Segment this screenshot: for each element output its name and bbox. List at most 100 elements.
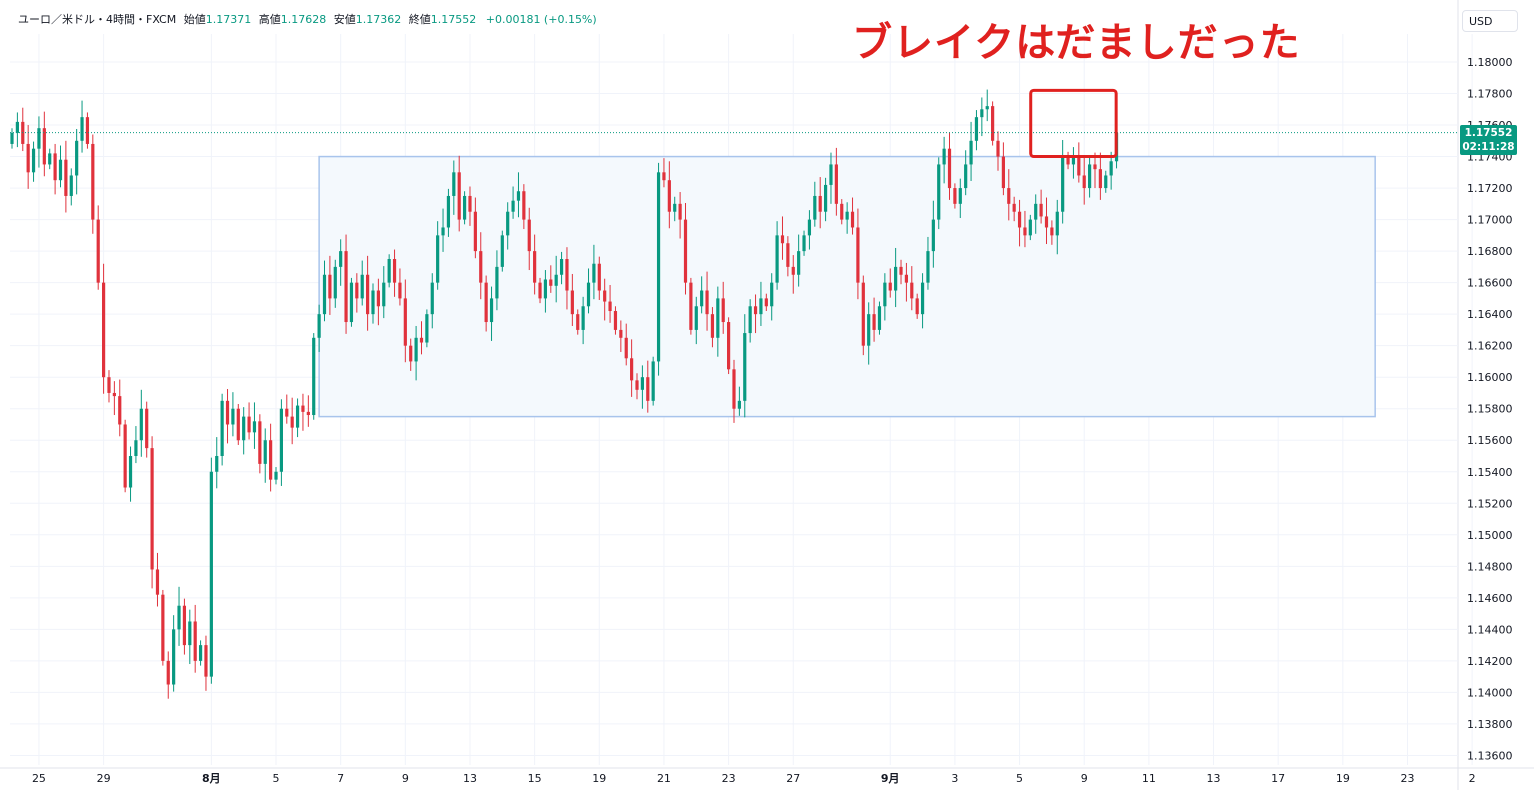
range-box — [318, 155, 1376, 418]
candle — [705, 271, 709, 331]
candle-body — [780, 235, 785, 244]
candle — [1001, 142, 1005, 196]
candle — [247, 402, 251, 440]
candle-body — [1082, 175, 1086, 189]
candle — [31, 141, 36, 182]
candle-body — [953, 188, 957, 204]
y-tick-label: 1.16200 — [1467, 340, 1513, 353]
low-value: 1.17362 — [355, 13, 402, 26]
candle — [279, 399, 283, 486]
candle — [263, 428, 267, 483]
candle — [242, 407, 246, 455]
candle — [145, 401, 149, 458]
candle-body — [985, 106, 989, 110]
candle-body — [42, 128, 46, 165]
candle-body — [118, 396, 122, 425]
candle-body — [646, 377, 650, 401]
candle-body — [236, 408, 240, 441]
candle — [700, 276, 704, 314]
candle — [770, 273, 774, 321]
candle — [926, 236, 930, 290]
candle — [964, 150, 968, 196]
candle — [845, 202, 849, 234]
candle — [694, 296, 698, 345]
candle-body — [1044, 216, 1049, 228]
candle-body — [220, 400, 224, 456]
y-tick-label: 1.16800 — [1467, 245, 1513, 258]
candle-body — [958, 188, 962, 204]
candle-body — [554, 274, 558, 286]
price-axis[interactable]: 1.180001.178001.176001.174001.172001.170… — [1467, 56, 1513, 762]
candle — [328, 255, 332, 315]
candle-body — [382, 282, 386, 307]
x-tick-label: 23 — [722, 772, 736, 785]
y-tick-label: 1.14800 — [1467, 560, 1513, 573]
candle-body — [15, 121, 19, 133]
x-tick-label: 11 — [1142, 772, 1156, 785]
candle-body — [85, 117, 90, 144]
candle — [527, 207, 531, 271]
candle-body — [462, 195, 467, 220]
candle-body — [748, 306, 752, 334]
candle-body — [112, 392, 116, 397]
candle-body — [823, 184, 828, 212]
candle-body — [333, 266, 337, 299]
candle — [236, 403, 240, 445]
candle-body — [69, 175, 73, 196]
candle — [581, 296, 585, 345]
candle-body — [473, 211, 477, 252]
candle-body — [31, 148, 36, 173]
candle-body — [516, 191, 521, 201]
candle-body — [942, 148, 946, 165]
x-tick-label: 2 — [1469, 772, 1476, 785]
candle — [1050, 220, 1054, 245]
candle-body — [204, 645, 208, 677]
candle — [220, 393, 224, 466]
candle-body — [436, 235, 440, 283]
candle — [295, 398, 300, 438]
candle-body — [80, 117, 84, 141]
candle-body — [549, 279, 553, 286]
currency-selector[interactable]: USD — [1462, 10, 1518, 32]
candle — [161, 589, 165, 666]
candle-body — [543, 279, 548, 299]
last-price-label: 1.17552 — [1464, 127, 1513, 139]
candle — [543, 270, 548, 313]
candle-body — [1055, 211, 1059, 236]
candle-body — [177, 605, 181, 630]
candle-body — [290, 416, 294, 428]
candle — [355, 273, 359, 313]
candle-body — [630, 358, 634, 381]
candle — [646, 360, 650, 413]
candle-body — [53, 153, 57, 181]
candle — [910, 266, 914, 311]
x-tick-label: 13 — [1207, 772, 1221, 785]
candle-body — [371, 290, 375, 315]
time-axis[interactable]: 25 29 8月 5 7 9 13 15 19 21 23 27 9月 3 5 9 11 13 17 19 23 2 — [32, 772, 1476, 785]
candle-body — [753, 306, 758, 315]
candle — [339, 239, 343, 286]
candle — [128, 446, 133, 502]
candle — [452, 160, 456, 215]
candle-body — [1077, 156, 1081, 176]
candle — [258, 414, 262, 474]
symbol-title[interactable]: ユーロ／米ドル・4時間・FXCM — [18, 13, 177, 26]
x-tick-label: 23 — [1400, 772, 1414, 785]
candle — [166, 651, 170, 699]
candle — [101, 263, 106, 394]
candle — [710, 307, 715, 348]
candle — [1104, 170, 1108, 193]
close-value: 1.17552 — [430, 13, 477, 26]
candle-body — [339, 251, 343, 267]
candle-body — [565, 259, 569, 291]
candle-body — [991, 106, 995, 141]
candle — [26, 125, 30, 189]
candle-body — [1088, 164, 1092, 189]
y-tick-label: 1.14400 — [1467, 623, 1513, 636]
candle — [376, 278, 380, 326]
candle-body — [182, 605, 187, 646]
candle — [58, 145, 63, 188]
candle — [85, 112, 90, 149]
